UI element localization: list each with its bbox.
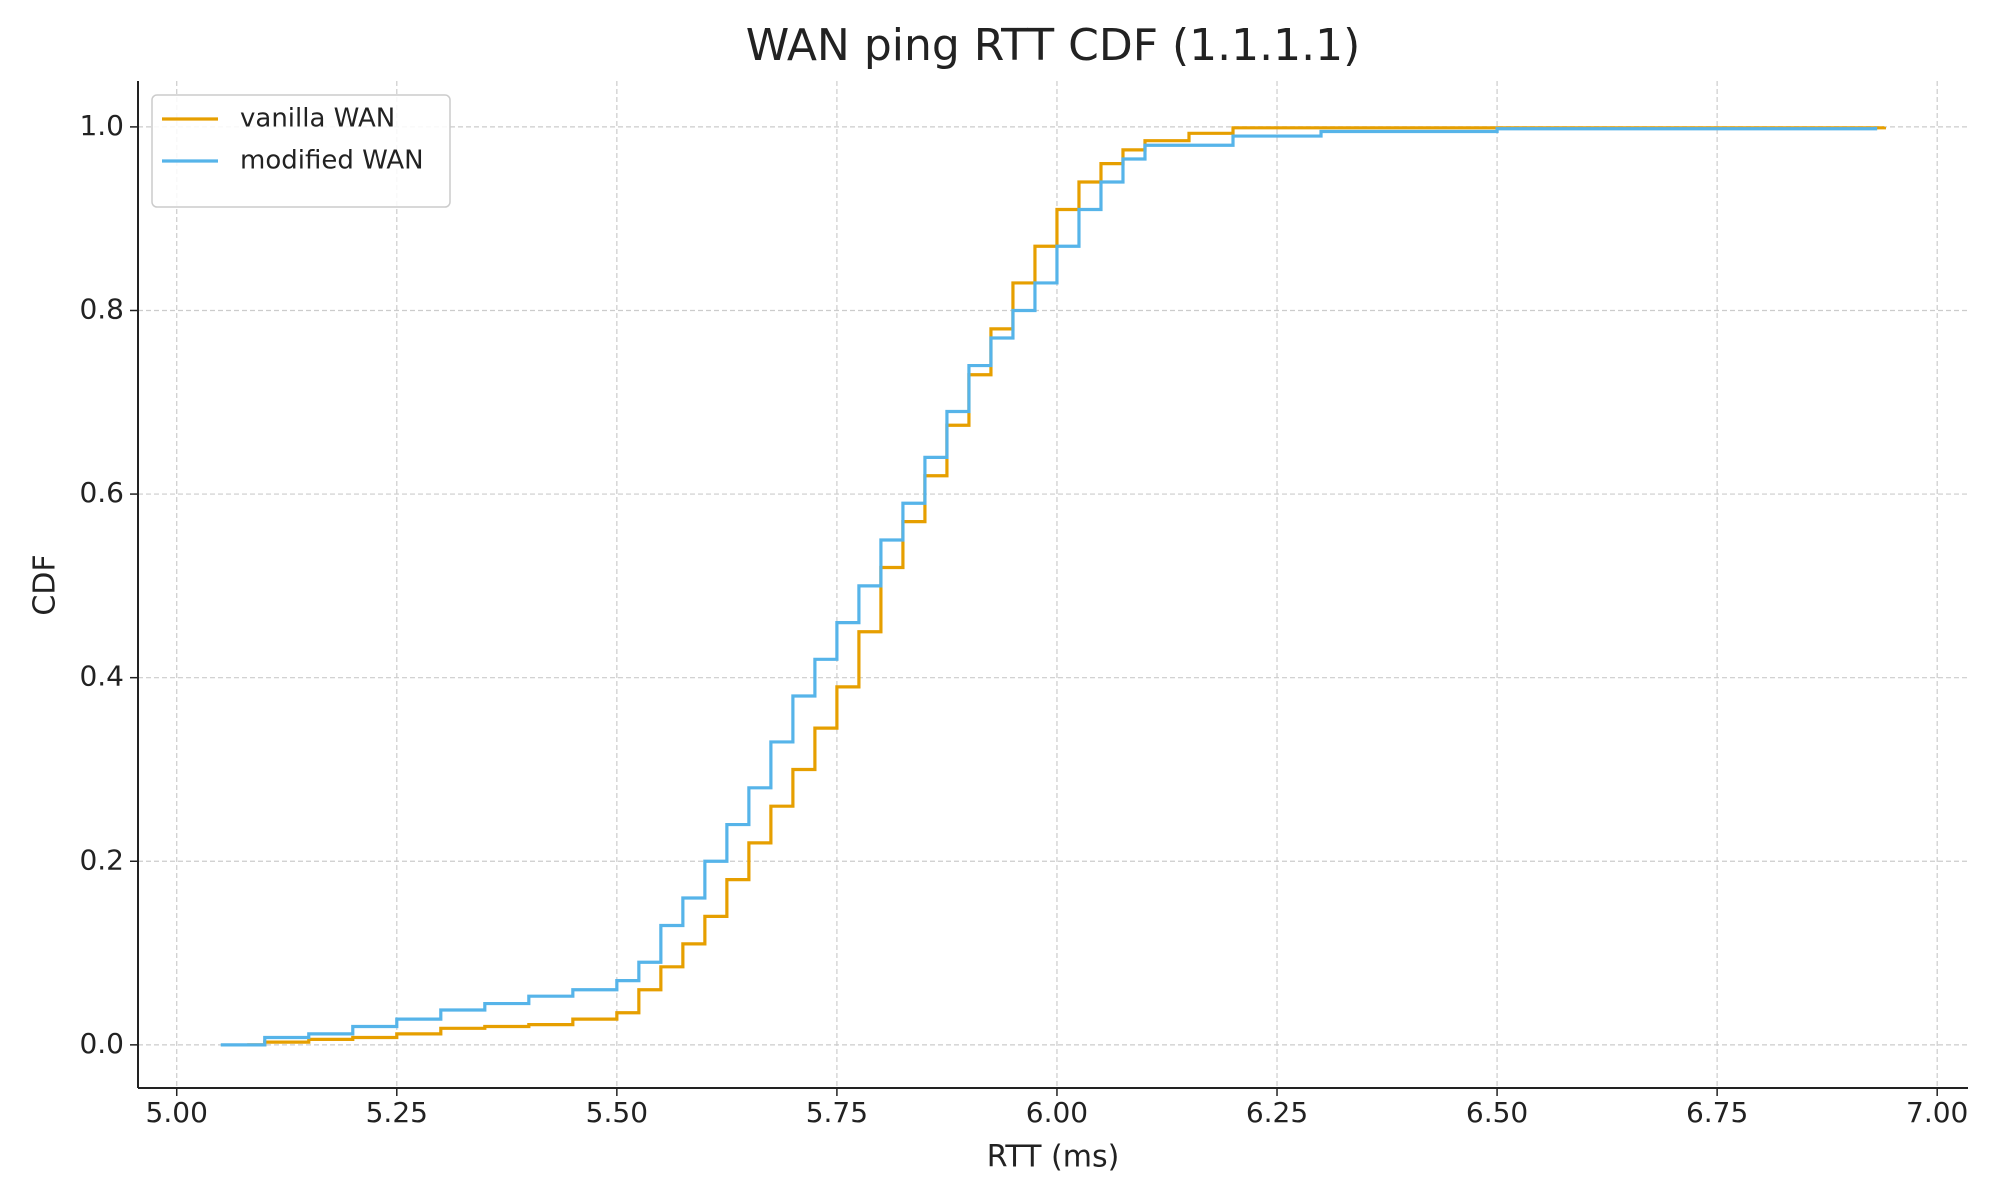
chart-title: WAN ping RTT CDF (1.1.1.1) [746, 20, 1361, 71]
y-tick-label: 0.4 [79, 660, 124, 693]
x-tick-label: 7.00 [1906, 1096, 1968, 1129]
x-tick-label: 5.00 [146, 1096, 208, 1129]
legend-label: modified WAN [240, 146, 424, 176]
legend-label: vanilla WAN [240, 104, 395, 134]
legend: vanilla WAN modified WAN [151, 94, 451, 208]
y-tick-label: 0.6 [79, 476, 124, 509]
x-tick-label: 6.50 [1466, 1096, 1528, 1129]
y-tick-label: 1.0 [79, 109, 124, 142]
y-tick-label: 0.8 [79, 292, 124, 325]
x-tick-label: 6.75 [1686, 1096, 1748, 1129]
legend-box [151, 94, 451, 208]
y-tick-label: 0.2 [79, 843, 124, 876]
x-tick-label: 6.25 [1246, 1096, 1308, 1129]
y-tick-label: 0.0 [79, 1027, 124, 1060]
x-axis-label: RTT (ms) [987, 1140, 1120, 1175]
x-tick-label: 5.75 [806, 1096, 868, 1129]
x-tick-label: 5.25 [366, 1096, 428, 1129]
x-tick-label: 6.00 [1026, 1096, 1088, 1129]
cdf-line [247, 126, 1886, 1047]
cdf-line [220, 126, 1878, 1047]
y-axis-label: CDF [28, 554, 63, 615]
x-tick-label: 5.50 [586, 1096, 648, 1129]
